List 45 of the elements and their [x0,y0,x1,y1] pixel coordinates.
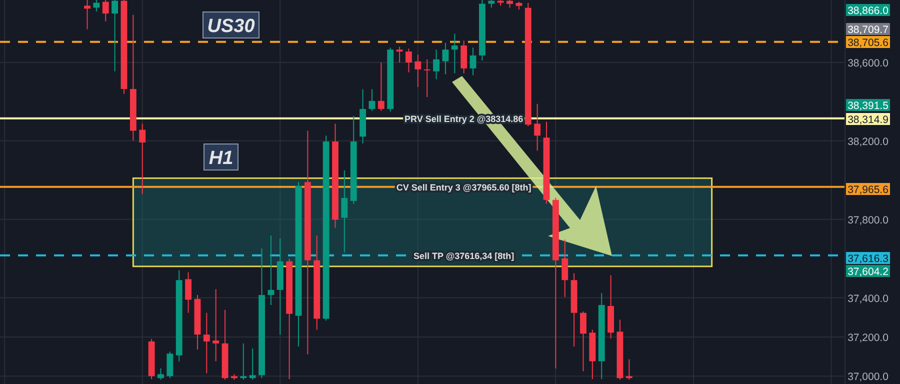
candlestick [626,358,632,380]
candlestick [212,288,220,362]
y-tick-label: 37,200.0 [848,332,889,344]
text: 38,314.9 [848,114,889,126]
text: 37,965.6 [848,184,889,196]
candlestick [368,88,376,112]
candlestick [378,62,384,112]
text: 37,604.2 [848,266,889,278]
candlestick [268,235,274,306]
text: 37,616.3 [848,253,889,265]
y-tick-label: 38,600.0 [848,58,889,70]
y-tick-label: 37,800.0 [848,214,889,226]
candlestick [84,0,90,30]
candlestick [534,103,541,152]
candlestick [562,239,568,298]
candlestick [460,40,468,74]
candlestick [139,123,146,194]
annotation: US30 [207,16,256,37]
text: 38,705.6 [848,37,889,49]
candlestick [451,33,458,74]
y-tick-label: 37,000.0 [848,371,889,384]
text: 38,391.5 [848,100,889,112]
y-tick-label: 37,400.0 [848,292,889,305]
candlestick [249,348,256,380]
candlestick [442,42,449,75]
candlestick [203,312,210,374]
annotation: H1 [208,148,234,169]
text: 38,709.7 [848,24,889,36]
candlestick [414,54,422,88]
y-tick-label: 38,200.0 [848,136,889,148]
candlestick [470,47,476,76]
text: 38,866.0 [848,5,889,17]
candlestick [396,46,403,64]
candlestick [580,310,586,372]
candlestick [166,351,174,379]
candlestick [433,49,440,80]
candlestick [406,48,412,73]
candlestick [424,58,430,98]
candlestick [185,272,192,314]
candlestick [158,368,164,380]
candlestick [102,0,109,22]
candlestick [112,0,118,72]
candlestick [341,170,348,253]
candlestick [240,342,247,380]
candlestick [93,0,100,12]
